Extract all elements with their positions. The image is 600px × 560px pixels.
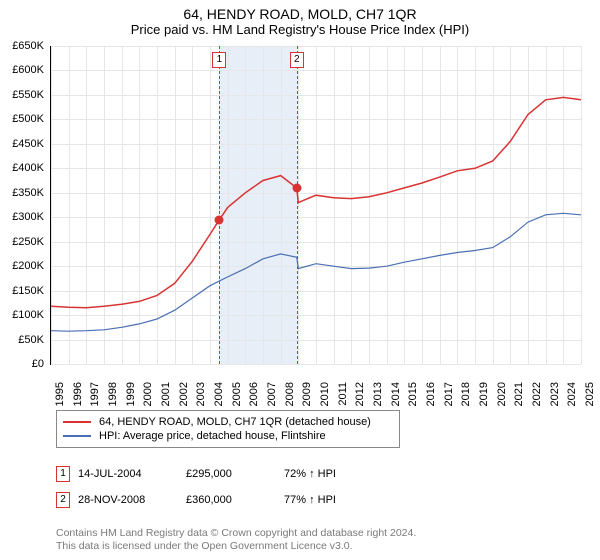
legend-item: 64, HENDY ROAD, MOLD, CH7 1QR (detached … xyxy=(63,415,393,429)
legend-swatch xyxy=(63,421,91,423)
tx-pct: 72% ↑ HPI xyxy=(284,468,336,480)
tx-date: 28-NOV-2008 xyxy=(78,494,178,506)
tx-num-box: 2 xyxy=(56,492,70,508)
footer-line: Contains HM Land Registry data © Crown c… xyxy=(56,527,416,541)
tx-num-box: 1 xyxy=(56,466,70,482)
tx-date: 14-JUL-2004 xyxy=(78,468,178,480)
line-series xyxy=(51,46,581,364)
tx-pct: 77% ↑ HPI xyxy=(284,494,336,506)
chart-title: 64, HENDY ROAD, MOLD, CH7 1QR xyxy=(0,0,600,22)
legend-item: HPI: Average price, detached house, Flin… xyxy=(63,429,393,443)
tx-price: £295,000 xyxy=(186,468,276,480)
tx-price: £360,000 xyxy=(186,494,276,506)
legend-label: HPI: Average price, detached house, Flin… xyxy=(99,430,326,442)
marker-box: 2 xyxy=(290,52,304,68)
transaction-row: 1 14-JUL-2004 £295,000 72% ↑ HPI xyxy=(56,466,336,482)
plot-area: 12 xyxy=(50,46,581,365)
legend-label: 64, HENDY ROAD, MOLD, CH7 1QR (detached … xyxy=(99,416,371,428)
chart-subtitle: Price paid vs. HM Land Registry's House … xyxy=(0,22,600,41)
footer-line: This data is licensed under the Open Gov… xyxy=(56,540,416,554)
legend: 64, HENDY ROAD, MOLD, CH7 1QR (detached … xyxy=(56,410,400,448)
chart-container: 64, HENDY ROAD, MOLD, CH7 1QR Price paid… xyxy=(0,0,600,560)
legend-swatch xyxy=(63,435,91,437)
transaction-row: 2 28-NOV-2008 £360,000 77% ↑ HPI xyxy=(56,492,336,508)
marker-box: 1 xyxy=(212,52,226,68)
footer: Contains HM Land Registry data © Crown c… xyxy=(56,527,416,554)
